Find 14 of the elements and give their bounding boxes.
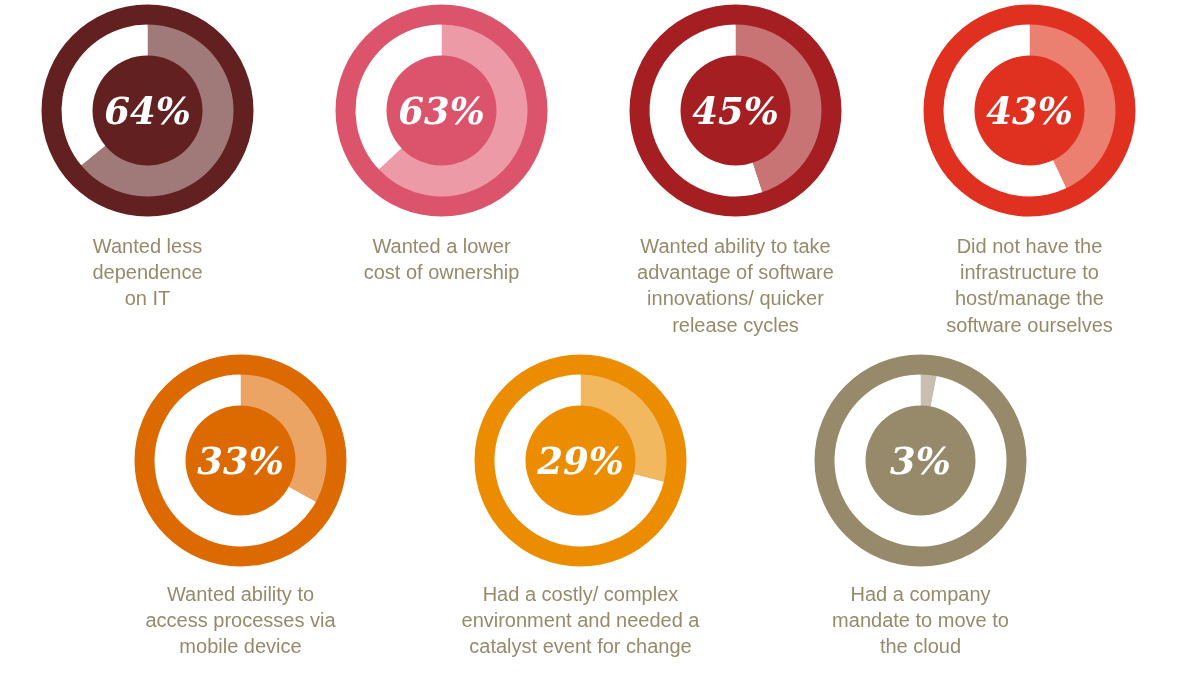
text: 63% — [398, 88, 485, 133]
text: Wanted less dependence on IT — [92, 234, 203, 310]
text: 64% — [104, 88, 191, 133]
text: Wanted ability to take advantage of software innovations/ quicker release cycles — [637, 234, 834, 336]
text: Wanted ability to access processes via mobile device — [145, 582, 337, 658]
text: Did not have the infrastructure to host/manage the software ourselves — [946, 234, 1113, 336]
text: 33% — [197, 438, 284, 483]
text: Wanted a lower cost of ownership — [363, 234, 520, 283]
text: Had a costly/ complex environment and needed a catalyst event for change — [461, 582, 701, 658]
text: Had a company mandate to move to the cloud — [832, 582, 1009, 658]
text: 43% — [986, 88, 1073, 133]
text: 3% — [890, 438, 951, 483]
text: 29% — [536, 438, 624, 483]
text: 45% — [692, 88, 779, 133]
